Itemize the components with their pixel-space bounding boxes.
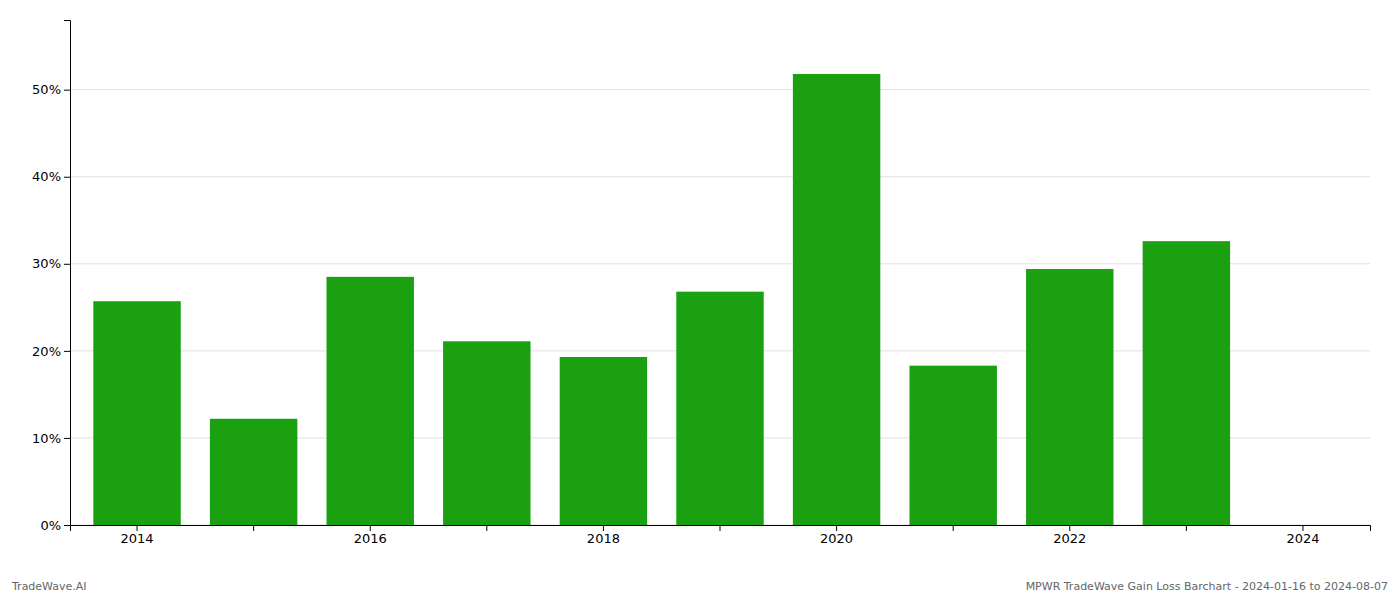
bar [909,366,996,525]
bar [210,419,297,525]
bar [1259,525,1346,526]
y-tick-label: 50% [32,82,61,97]
y-axis-line [64,21,71,526]
x-tick-mark [953,525,954,531]
grid-line [70,176,1370,177]
grid-line [70,89,1370,90]
y-tick-label: 40% [32,169,61,184]
x-tick-mark [836,525,837,531]
y-tick: 40% [32,169,70,184]
x-tick: 2022 [1053,525,1086,546]
bar [1026,269,1113,525]
x-tick-mark [1186,525,1187,531]
y-tick-mark [64,351,70,352]
bars [93,74,1230,525]
x-tick [1186,525,1187,531]
bar [793,74,880,525]
bar [93,301,180,525]
x-tick-label: 2018 [587,531,620,546]
bar [1143,241,1230,525]
x-tick-mark [720,525,721,531]
x-tick-label: 2024 [1286,531,1319,546]
x-tick [720,525,721,531]
x-tick [486,525,487,531]
x-tick: 2024 [1286,525,1319,546]
y-tick-mark [64,177,70,178]
y-tick-label: 0% [40,518,61,533]
y-tick: 0% [40,518,70,533]
x-tick-mark [1069,525,1070,531]
x-tick-label: 2016 [354,531,387,546]
x-tick [253,525,254,531]
x-tick-label: 2014 [120,531,153,546]
x-tick: 2018 [587,525,620,546]
x-axis-line [71,526,1371,532]
x-tick: 2016 [354,525,387,546]
y-tick-mark [64,264,70,265]
y-tick: 20% [32,344,70,359]
bar [676,292,763,525]
y-tick: 30% [32,256,70,271]
x-tick-mark [603,525,604,531]
y-tick: 50% [32,82,70,97]
y-axis: 0% 10% 20% 30% 40% 50% [32,21,70,533]
y-tick-mark [64,438,70,439]
x-tick-mark [137,525,138,531]
y-tick-label: 30% [32,256,61,271]
x-tick-mark [370,525,371,531]
x-tick-mark [486,525,487,531]
bar [327,277,414,525]
grid [70,90,1370,525]
chart-container: 0% 10% 20% 30% 40% 50% 2014 2016 2018 2020 2022 202… [0,0,1400,600]
annotation: MPWR TradeWave Gain Loss Barchart - 2024… [1026,580,1388,593]
annotation: TradeWave.AI [11,580,87,593]
x-tick-mark [253,525,254,531]
plot: 0% 10% 20% 30% 40% 50% 2014 2016 2018 2020 2022 202… [32,21,1370,547]
bar [560,357,647,525]
x-tick [953,525,954,531]
y-tick-label: 10% [32,431,61,446]
x-tick-mark [1302,525,1303,531]
annotations: TradeWave.AI MPWR TradeWave Gain Loss Bar… [11,580,1388,593]
x-tick-label: 2022 [1053,531,1086,546]
y-tick-mark [64,525,70,526]
x-tick-label: 2020 [820,531,853,546]
y-tick-mark [64,90,70,91]
bar [443,341,530,525]
x-tick: 2014 [120,525,153,546]
y-tick-label: 20% [32,344,61,359]
chart-svg: 0% 10% 20% 30% 40% 50% 2014 2016 2018 2020 2022 202… [0,0,1400,600]
x-axis: 2014 2016 2018 2020 2022 2024 [71,525,1371,546]
x-tick: 2020 [820,525,853,546]
y-tick: 10% [32,431,70,446]
